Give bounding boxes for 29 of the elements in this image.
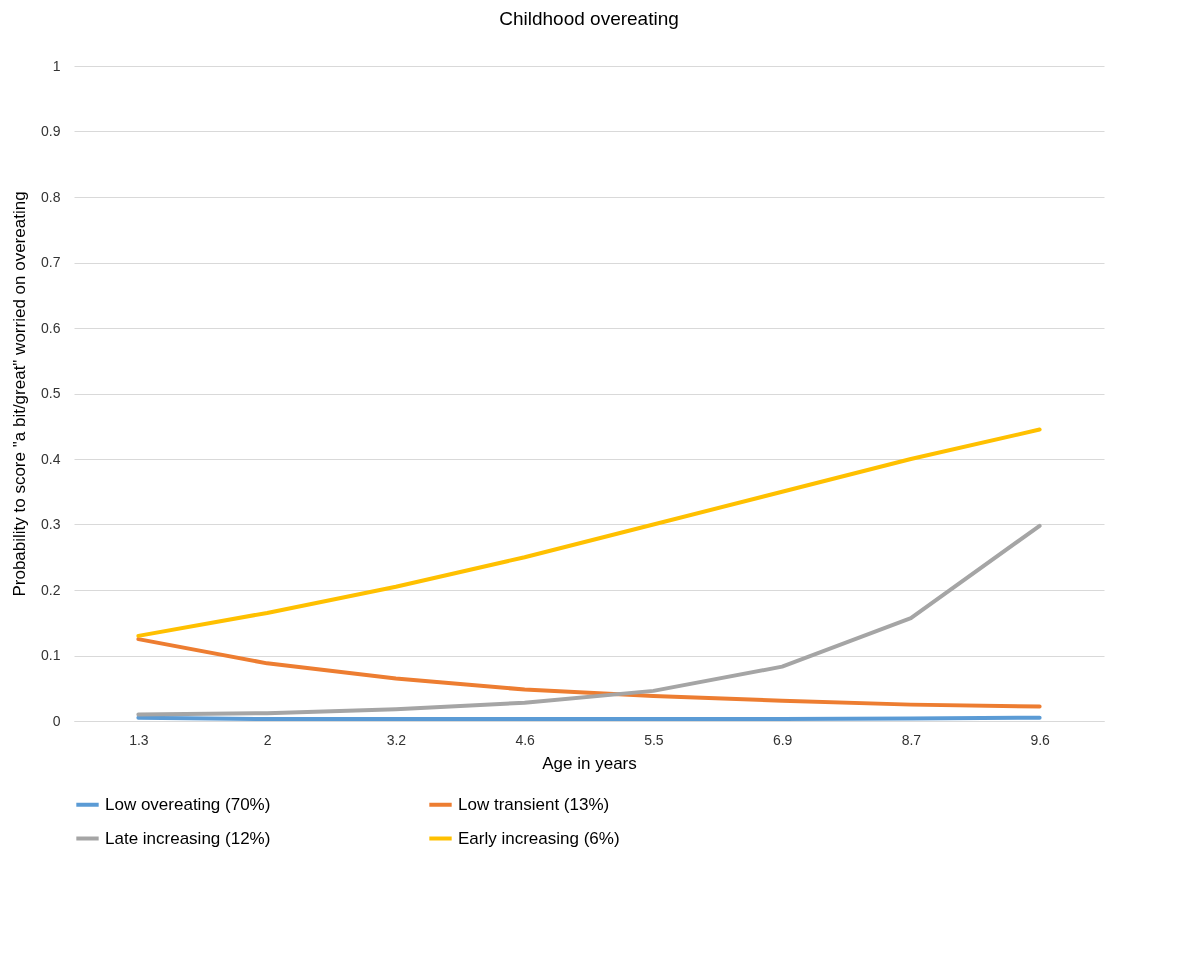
y-tick-label: 1: [52, 57, 61, 74]
legend-label: Low transient (13%): [458, 794, 610, 814]
chart-title: Childhood overeating: [499, 8, 679, 29]
y-tick-label: 0.8: [41, 188, 61, 205]
line-series: [136, 637, 1042, 709]
legend-label: Low overeating (70%): [105, 794, 271, 814]
line-series: [136, 427, 1042, 638]
y-axis-title: Probability to score "a bit/great" worried on overeating: [10, 191, 30, 597]
x-tick-label: 2: [263, 731, 272, 748]
x-axis-title: Age in years: [542, 753, 637, 773]
x-tick-label: 8.7: [901, 731, 922, 748]
x-tick-label: 1.3: [129, 731, 149, 748]
x-tick-label: 9.6: [1030, 731, 1051, 748]
y-tick-label: 0.7: [41, 254, 61, 270]
y-tick-label: 0.5: [41, 385, 61, 401]
line-series: [136, 523, 1042, 717]
y-tick-label: 0.4: [41, 450, 61, 467]
x-tick-label: 6.9: [772, 731, 793, 748]
y-tick-label: 0.6: [41, 319, 61, 336]
y-tick-label: 0: [52, 712, 61, 729]
legend-label: Late increasing (12%): [105, 828, 271, 848]
legend-label: Early increasing (6%): [458, 828, 620, 848]
x-tick-label: 3.2: [386, 731, 407, 748]
x-tick-label: 4.6: [515, 731, 536, 748]
y-tick-label: 0.1: [41, 647, 61, 663]
y-tick-label: 0.9: [41, 123, 61, 139]
x-tick-label: 5.5: [644, 731, 664, 748]
y-tick-label: 0.3: [41, 516, 61, 532]
y-tick-label: 0.2: [41, 581, 61, 598]
